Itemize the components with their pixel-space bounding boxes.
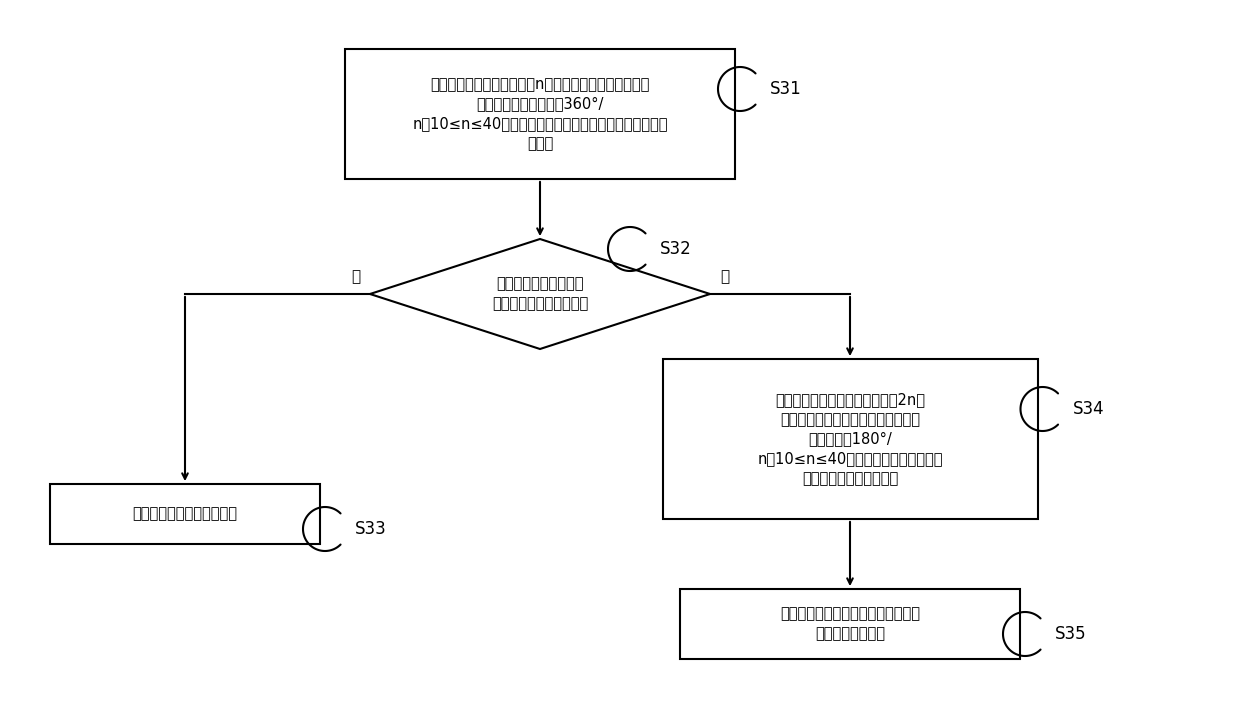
- Text: 是: 是: [351, 269, 360, 284]
- Text: S31: S31: [770, 80, 802, 98]
- FancyBboxPatch shape: [50, 484, 320, 544]
- Text: S35: S35: [1055, 625, 1086, 643]
- Text: S33: S33: [355, 520, 387, 538]
- Text: S32: S32: [660, 240, 692, 258]
- Text: 将检测射线设置为第一射线: 将检测射线设置为第一射线: [133, 507, 238, 521]
- FancyBboxPatch shape: [680, 589, 1021, 659]
- Text: 将与牙弓模型的外壁面相交的检测射
线设置为第一射线: 将与牙弓模型的外壁面相交的检测射 线设置为第一射线: [780, 607, 920, 641]
- FancyBboxPatch shape: [345, 49, 735, 179]
- Text: 判断各检测射线是否均
与牙弓模型的外壁面相交: 判断各检测射线是否均 与牙弓模型的外壁面相交: [492, 277, 588, 311]
- FancyBboxPatch shape: [662, 359, 1038, 519]
- Text: 以第二中心点为起点，构建n条检测射线，其中，相邻两
条检测射线间的夹角为360°/
n，10≤n≤40，第一中心点和第二中心点的连线与检测射
线垂直: 以第二中心点为起点，构建n条检测射线，其中，相邻两 条检测射线间的夹角为360°…: [412, 77, 668, 151]
- Text: 否: 否: [720, 269, 729, 284]
- Polygon shape: [370, 239, 711, 349]
- Text: 以第二中心点为起点，重新构建2n条
检测射线，其中，相邻两条检测射线
间的夹角为180°/
n，10≤n≤40，第一中心点和第二中心
点的连线与检测射线垂直: 以第二中心点为起点，重新构建2n条 检测射线，其中，相邻两条检测射线 间的夹角为…: [758, 392, 942, 486]
- Text: S34: S34: [1073, 400, 1104, 418]
